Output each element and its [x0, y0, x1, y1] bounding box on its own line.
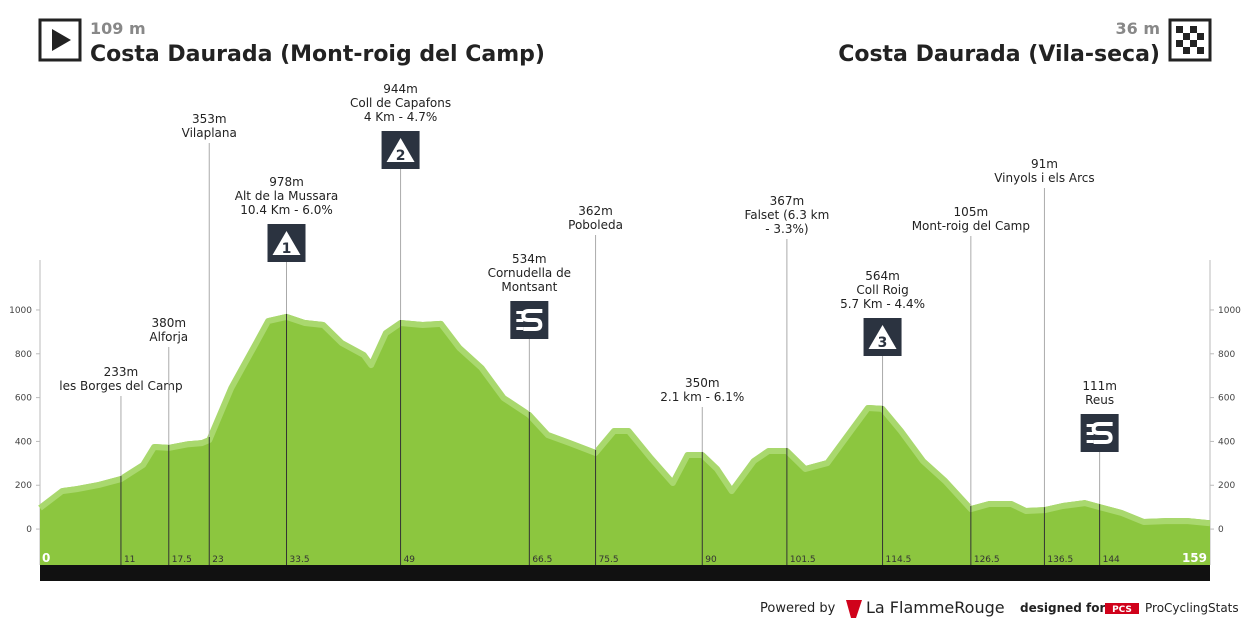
- waypoint-label: 111m: [1082, 379, 1117, 393]
- waypoint-label: Falset (6.3 km: [744, 208, 829, 222]
- waypoint-label: 353m: [192, 112, 227, 126]
- sprint-bar: [516, 319, 524, 322]
- climb-category: 1: [282, 241, 292, 257]
- distance-bar: [40, 565, 1210, 581]
- sprint-bar: [1086, 440, 1094, 443]
- designed-for: designed for: [1020, 601, 1105, 615]
- km-label: 33.5: [290, 555, 310, 565]
- waypoint-label: Coll de Capafons: [350, 96, 451, 110]
- pcs: PCS: [1112, 605, 1132, 615]
- finish-name: Costa Daurada (Vila-seca): [838, 42, 1160, 67]
- waypoint-label: Alforja: [149, 330, 188, 344]
- sprint-bar: [516, 327, 524, 330]
- start-name: Costa Daurada (Mont-roig del Camp): [90, 42, 545, 67]
- sprint-bar: [516, 311, 524, 314]
- waypoint-label: 534m: [512, 252, 547, 266]
- x-tick-label: 0: [42, 551, 50, 565]
- y-tick-label-right: 600: [1218, 394, 1235, 404]
- waypoint-label: Reus: [1085, 393, 1114, 407]
- km-label: 136.5: [1047, 555, 1073, 565]
- waypoint-label: 10.4 Km - 6.0%: [240, 203, 333, 217]
- finish-elevation: 36 m: [1115, 19, 1160, 38]
- km-label: 17.5: [172, 555, 192, 565]
- waypoint-label: 2.1 km - 6.1%: [660, 390, 744, 404]
- km-label: 101.5: [790, 555, 816, 565]
- brand: La FlammeRouge: [866, 598, 1005, 617]
- climb-category: 2: [396, 148, 406, 164]
- sprint-bar: [1086, 432, 1094, 435]
- waypoint-label: Vinyols i els Arcs: [994, 171, 1094, 185]
- y-tick-label: 0: [26, 525, 32, 535]
- km-label: 114.5: [886, 555, 912, 565]
- y-tick-label: 1000: [9, 306, 32, 316]
- waypoint-label: 350m: [685, 376, 720, 390]
- km-label: 11: [124, 555, 135, 565]
- powered-by: Powered by: [760, 601, 836, 616]
- y-tick-label: 400: [15, 437, 32, 447]
- waypoint-label: Coll Roig: [856, 283, 908, 297]
- km-label: 66.5: [532, 555, 552, 565]
- km-label: 126.5: [974, 555, 1000, 565]
- waypoint-label: - 3.3%): [765, 222, 808, 236]
- km-label: 49: [404, 555, 416, 565]
- waypoint-label: les Borges del Camp: [59, 379, 182, 393]
- y-tick-label-right: 1000: [1218, 306, 1241, 316]
- y-tick-label-right: 0: [1218, 525, 1224, 535]
- flame-icon: [846, 600, 862, 618]
- climb-triangle: [386, 138, 415, 162]
- waypoint-label: Poboleda: [568, 218, 623, 232]
- y-tick-label: 200: [15, 481, 32, 491]
- waypoint-label: 5.7 Km - 4.4%: [840, 297, 925, 311]
- waypoint-label: 91m: [1031, 157, 1058, 171]
- sprint-s: [1091, 422, 1113, 444]
- km-label: 23: [212, 555, 223, 565]
- km-label: 75.5: [599, 555, 619, 565]
- y-tick-label-right: 400: [1218, 437, 1235, 447]
- waypoint-label: Alt de la Mussara: [235, 189, 338, 203]
- y-tick-label: 800: [15, 350, 32, 360]
- climb-triangle: [272, 231, 301, 255]
- y-tick-label-right: 800: [1218, 350, 1235, 360]
- elevation-edge: [38, 313, 1211, 527]
- km-label: 144: [1103, 555, 1120, 565]
- site-name: ProCyclingStats: [1145, 601, 1239, 615]
- start-elevation: 109 m: [90, 19, 146, 38]
- x-tick-label: 159: [1182, 551, 1207, 565]
- y-tick-label-right: 200: [1218, 481, 1235, 491]
- waypoint-label: 233m: [104, 365, 139, 379]
- start-icon: [38, 18, 82, 62]
- climb-category: 3: [878, 335, 888, 351]
- elevation-area: [40, 313, 1210, 565]
- pcs-badge: [1105, 603, 1139, 614]
- footer: Powered by La FlammeRouge designed for P…: [760, 598, 1239, 618]
- waypoint-label: Cornudella de: [488, 266, 572, 280]
- waypoint-label: 367m: [770, 194, 805, 208]
- waypoint-label: 978m: [269, 175, 304, 189]
- waypoint-label: Vilaplana: [182, 126, 237, 140]
- waypoint-label: 362m: [578, 204, 613, 218]
- finish-icon: [1168, 18, 1212, 62]
- climb-triangle: [868, 325, 897, 349]
- waypoint-label: Mont-roig del Camp: [912, 219, 1030, 233]
- y-tick-label: 600: [15, 394, 32, 404]
- waypoint-label: 105m: [954, 205, 989, 219]
- waypoint-label: Montsant: [501, 280, 557, 294]
- waypoint-label: 944m: [383, 82, 418, 96]
- waypoint-label: 380m: [151, 316, 186, 330]
- km-label: 90: [705, 555, 717, 565]
- sprint-bar: [1086, 424, 1094, 427]
- waypoint-label: 564m: [865, 269, 900, 283]
- sprint-s: [521, 309, 543, 331]
- waypoint-label: 4 Km - 4.7%: [364, 110, 437, 124]
